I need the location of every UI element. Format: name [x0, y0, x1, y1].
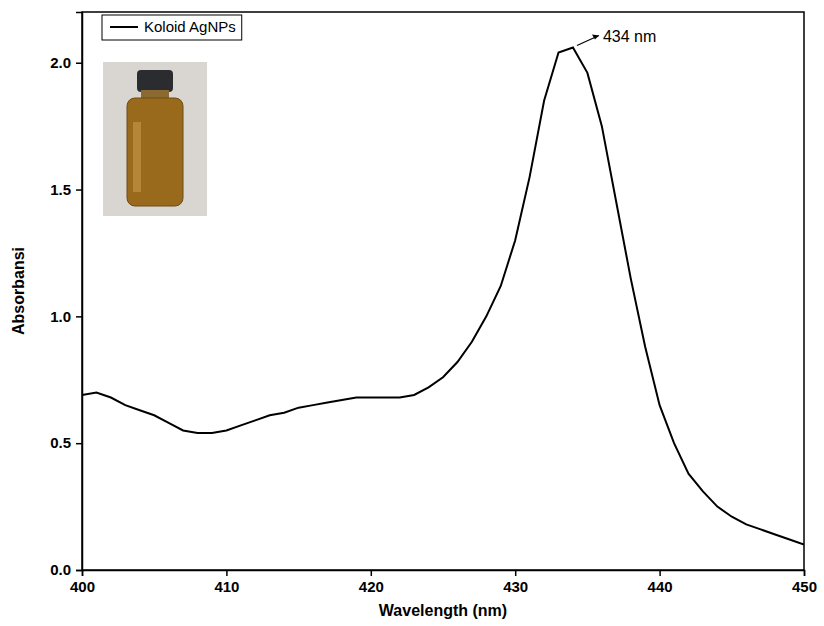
annotation-arrowhead: [592, 35, 599, 40]
y-tick: 0.5: [50, 434, 82, 451]
y-axis: 0.0 0.5 1.0 1.5 2.0: [50, 13, 82, 579]
plot-area: [82, 48, 804, 545]
y-tick-label: 0.0: [50, 561, 71, 578]
x-tick-mark: [804, 570, 806, 576]
x-tick: 440: [648, 570, 673, 595]
x-tick-mark: [515, 570, 517, 576]
annotation-arrow: [577, 36, 599, 46]
y-tick-label: 2.0: [50, 54, 71, 71]
x-tick-label: 420: [359, 578, 384, 595]
x-tick-mark: [226, 570, 228, 576]
x-tick: 400: [70, 570, 95, 595]
x-axis-title: Wavelength (nm): [379, 602, 507, 619]
x-tick: 410: [214, 570, 239, 595]
y-tick-mark: [76, 443, 82, 445]
x-tick-label: 430: [503, 578, 528, 595]
x-tick: 420: [359, 570, 384, 595]
chart: 400 410 420 430 440 450 0.0 0.5 1.0 1.5 2.0 Wavelen…: [0, 0, 824, 626]
series-line: [82, 48, 804, 545]
y-tick: 1.5: [50, 181, 82, 198]
x-tick-label: 400: [70, 578, 95, 595]
x-axis-line: [83, 571, 805, 577]
x-axis: 400 410 420 430 440 450: [70, 570, 817, 595]
inset-photo: [103, 62, 207, 216]
legend-swatch: [110, 26, 138, 28]
x-tick-label: 410: [214, 578, 239, 595]
x-tick-mark: [371, 570, 373, 576]
x-tick: 450: [792, 570, 817, 595]
y-axis-title: Absorbansi: [10, 247, 27, 335]
y-tick-mark: [76, 316, 82, 318]
y-tick-label: 1.0: [50, 308, 71, 325]
y-tick-label: 0.5: [50, 434, 71, 451]
y-tick-mark: [76, 189, 82, 191]
y-tick: 1.0: [50, 308, 82, 325]
y-tick: 2.0: [50, 54, 82, 71]
y-tick-mark: [76, 570, 82, 572]
x-tick-label: 450: [792, 578, 817, 595]
legend: Koloid AgNPs: [102, 15, 242, 40]
y-axis-line: [76, 13, 83, 571]
x-tick-mark: [659, 570, 661, 576]
y-tick-mark: [76, 62, 82, 64]
y-tick: 0.0: [50, 561, 82, 578]
y-tick-label: 1.5: [50, 181, 71, 198]
legend-box: [102, 15, 242, 40]
x-tick-label: 440: [648, 578, 673, 595]
annotation: 434 nm: [603, 28, 656, 45]
x-tick: 430: [503, 570, 528, 595]
legend-label: Koloid AgNPs: [144, 18, 236, 35]
plot-frame: [82, 12, 804, 570]
